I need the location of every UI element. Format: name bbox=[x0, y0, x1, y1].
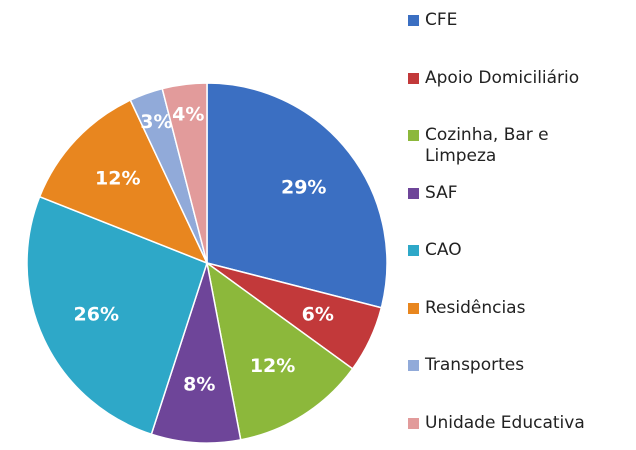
legend-item: Apoio Domiciliário bbox=[408, 68, 633, 89]
pie-slice bbox=[206, 82, 388, 309]
pie-slice bbox=[205, 261, 354, 441]
legend-swatch bbox=[408, 302, 419, 314]
legend-item: Residências bbox=[408, 298, 633, 319]
legend-label: CFE bbox=[425, 10, 458, 30]
legend-swatch bbox=[408, 72, 419, 84]
legend-swatch bbox=[408, 187, 419, 199]
data-label: 26% bbox=[74, 304, 119, 326]
legend-swatch bbox=[408, 417, 419, 429]
data-label: 29% bbox=[281, 176, 326, 198]
pie-slice bbox=[161, 82, 208, 264]
legend-item: SAF bbox=[408, 183, 633, 204]
legend-label: Cozinha, Bar e Limpeza bbox=[425, 125, 549, 166]
legend-label: Apoio Domiciliário bbox=[425, 67, 580, 88]
legend-item: Cozinha, Bar e Limpeza bbox=[408, 125, 633, 167]
data-label: 12% bbox=[95, 168, 140, 190]
pie-slice bbox=[38, 99, 209, 265]
legend-swatch bbox=[408, 245, 419, 256]
pie-slice bbox=[150, 262, 242, 444]
legend-item: Unidade Educativa bbox=[408, 413, 633, 434]
pie-slice bbox=[26, 195, 208, 436]
data-label: 6% bbox=[302, 304, 334, 326]
legend-swatch bbox=[408, 15, 419, 26]
data-label: 8% bbox=[183, 374, 215, 396]
legend-item: CFE bbox=[408, 10, 633, 31]
legend-item: Transportes bbox=[408, 355, 633, 376]
legend-label: Unidade Educativa bbox=[425, 412, 585, 433]
legend-swatch bbox=[408, 130, 419, 141]
legend-swatch bbox=[408, 360, 419, 371]
legend-label: SAF bbox=[425, 182, 458, 203]
legend-label: CAO bbox=[425, 240, 462, 260]
data-label: 12% bbox=[250, 355, 295, 377]
legend-label: Transportes bbox=[425, 355, 525, 375]
legend-item: CAO bbox=[408, 240, 633, 261]
legend-label: Residências bbox=[425, 297, 526, 318]
data-label: 3% bbox=[140, 111, 172, 133]
data-label: 4% bbox=[172, 103, 204, 125]
